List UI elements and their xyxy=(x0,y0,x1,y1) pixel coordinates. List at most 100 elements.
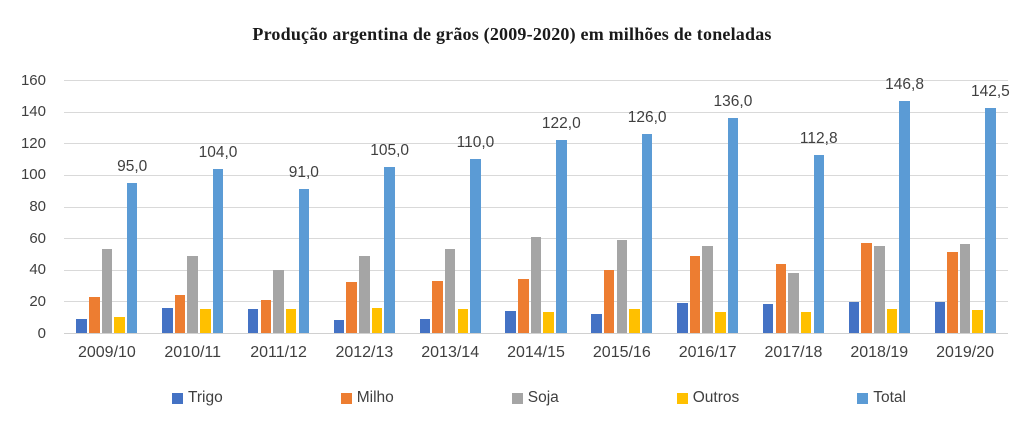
bar-soja-2019/20 xyxy=(959,243,971,333)
gridline-160 xyxy=(64,80,1008,81)
bar-outros-2014/15 xyxy=(543,312,554,333)
bar-trigo-2013/14 xyxy=(419,318,431,333)
bar-milho-2012/13 xyxy=(346,282,357,333)
x-axis-label: 2012/13 xyxy=(335,344,394,361)
bar-outros-2011/12 xyxy=(285,309,297,333)
bar-outros-2013/14 xyxy=(457,309,469,333)
bar-total-2019/20 xyxy=(985,107,996,333)
bar-outros-2010/11 xyxy=(200,309,211,333)
bar-trigo-2019/20 xyxy=(934,301,946,333)
legend-swatch-total xyxy=(857,392,869,404)
total-data-label: 91,0 xyxy=(288,164,319,182)
bar-total-2015/16 xyxy=(641,133,653,333)
bar-milho-2018/19 xyxy=(861,242,872,333)
total-data-label: 136,0 xyxy=(713,92,753,110)
legend-swatch-milho xyxy=(340,392,352,404)
legend-swatch-soja xyxy=(511,392,523,404)
y-axis: 0 20 40 60 80 100 120 140 160 xyxy=(0,0,46,437)
total-data-label: 110,0 xyxy=(456,134,495,152)
bar-total-2017/18 xyxy=(813,154,824,333)
bar-soja-2013/14 xyxy=(444,249,456,333)
bar-soja-2010/11 xyxy=(187,255,198,333)
legend-item-total: Total xyxy=(857,389,906,407)
y-axis-tick-label: 40 xyxy=(29,261,46,279)
bar-trigo-2017/18 xyxy=(762,303,774,333)
bar-milho-2015/16 xyxy=(603,269,615,333)
bar-total-2013/14 xyxy=(470,159,481,333)
x-axis-label: 2014/15 xyxy=(507,344,565,361)
gridline-140 xyxy=(64,111,1008,113)
bar-soja-2009/10 xyxy=(101,249,113,333)
bar-total-2016/17 xyxy=(727,117,739,333)
total-data-label: 104,0 xyxy=(198,143,238,161)
x-axis-label: 2013/14 xyxy=(421,344,480,361)
bar-trigo-2009/10 xyxy=(76,318,87,333)
bar-soja-2012/13 xyxy=(359,255,370,333)
bar-total-2009/10 xyxy=(126,182,138,333)
total-data-label: 126,0 xyxy=(627,108,667,126)
bar-outros-2009/10 xyxy=(114,317,125,333)
y-axis-tick-label: 20 xyxy=(29,292,46,310)
bar-milho-2013/14 xyxy=(432,280,443,333)
x-axis-label: 2016/17 xyxy=(678,344,737,361)
bar-soja-2018/19 xyxy=(874,245,885,333)
bar-trigo-2011/12 xyxy=(247,309,259,333)
legend-label: Outros xyxy=(692,389,740,406)
bar-soja-2017/18 xyxy=(788,273,799,333)
x-axis-label: 2018/19 xyxy=(850,344,909,361)
legend-item-soja: Soja xyxy=(511,389,559,407)
bar-outros-2019/20 xyxy=(972,309,983,333)
bar-milho-2010/11 xyxy=(174,295,186,333)
gridline-120 xyxy=(64,143,1008,145)
y-axis-tick-label: 160 xyxy=(20,71,46,89)
y-axis-tick-label: 0 xyxy=(37,324,46,342)
bar-total-2012/13 xyxy=(384,166,395,333)
bar-trigo-2016/17 xyxy=(677,302,688,333)
bar-milho-2011/12 xyxy=(260,299,272,333)
chart-title: Produção argentina de grãos (2009-2020) … xyxy=(252,24,772,44)
bar-total-2010/11 xyxy=(212,168,224,333)
bar-total-2018/19 xyxy=(899,100,910,333)
legend-item-outros: Outros xyxy=(676,389,740,407)
x-axis-label: 2009/10 xyxy=(77,344,136,361)
bar-soja-2016/17 xyxy=(702,246,713,333)
total-data-label: 122,0 xyxy=(541,115,581,133)
total-data-label: 112,8 xyxy=(799,129,838,147)
legend-label: Soja xyxy=(527,389,559,406)
y-axis-tick-label: 120 xyxy=(20,134,46,152)
bar-total-2011/12 xyxy=(298,189,310,333)
legend-item-milho: Milho xyxy=(340,389,394,407)
total-data-label: 146,8 xyxy=(885,75,924,93)
bar-total-2014/15 xyxy=(556,140,567,333)
x-axis-label: 2011/12 xyxy=(250,344,307,361)
plot-area: 95,0 104,0 91,0 105,0 110,0 122,0 126,0 136,0 11… xyxy=(64,76,1010,334)
y-axis-tick-label: 100 xyxy=(20,166,46,184)
gridline-100 xyxy=(64,174,1008,176)
bar-trigo-2014/15 xyxy=(505,310,516,333)
bar-milho-2009/10 xyxy=(89,296,100,333)
y-axis-tick-label: 140 xyxy=(20,103,46,121)
bar-soja-2015/16 xyxy=(616,239,628,333)
bar-outros-2017/18 xyxy=(800,312,812,333)
legend-item-trigo: Trigo xyxy=(172,389,223,407)
bar-soja-2011/12 xyxy=(273,269,284,333)
bar-outros-2018/19 xyxy=(886,309,898,333)
total-data-label: 105,0 xyxy=(370,141,410,159)
x-axis-label: 2010/11 xyxy=(164,344,222,361)
gridline-80 xyxy=(64,206,1008,208)
bar-milho-2017/18 xyxy=(775,264,787,333)
bar-outros-2012/13 xyxy=(371,307,383,333)
x-axis-label: 2017/18 xyxy=(764,344,823,361)
bar-milho-2014/15 xyxy=(518,279,529,333)
bar-milho-2019/20 xyxy=(947,251,958,333)
y-axis-tick-label: 60 xyxy=(29,229,46,247)
y-axis-tick-label: 80 xyxy=(29,198,46,215)
bar-soja-2014/15 xyxy=(530,236,542,333)
bar-outros-2015/16 xyxy=(629,309,640,333)
legend: Trigo Milho Soja Outros Total xyxy=(172,389,906,407)
bar-trigo-2012/13 xyxy=(333,320,345,333)
total-data-label: 95,0 xyxy=(117,157,148,175)
bar-trigo-2015/16 xyxy=(591,314,602,333)
bar-trigo-2010/11 xyxy=(162,307,173,333)
